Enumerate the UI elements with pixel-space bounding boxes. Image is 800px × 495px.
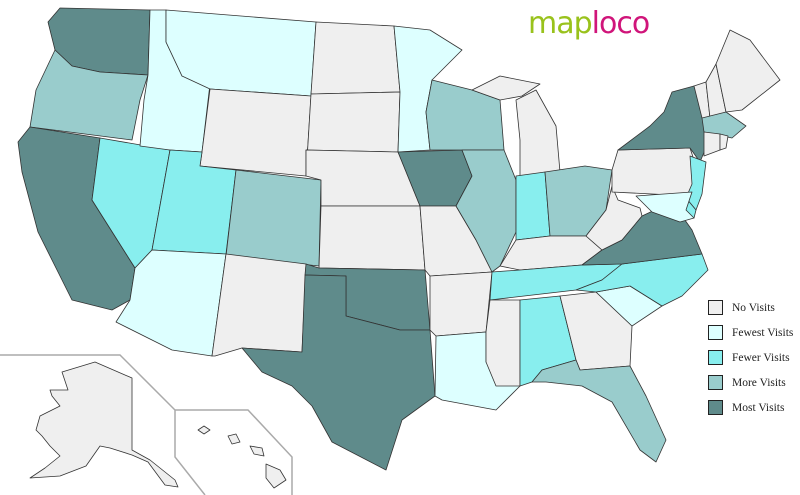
state-mi[interactable] <box>471 75 561 177</box>
legend: No Visits Fewest Visits Fewer Visits Mor… <box>708 295 793 420</box>
state-shape[interactable] <box>715 29 781 113</box>
state-shape[interactable] <box>635 191 695 223</box>
state-nd[interactable] <box>310 21 401 95</box>
state-wy[interactable] <box>199 88 312 177</box>
state-ar[interactable] <box>429 271 493 337</box>
state-shape[interactable] <box>211 253 307 357</box>
state-wv[interactable] <box>585 185 643 251</box>
state-tx[interactable] <box>241 274 436 471</box>
state-shape[interactable] <box>429 271 493 337</box>
state-shape[interactable] <box>575 253 709 307</box>
state-nm[interactable] <box>211 253 307 357</box>
state-shape[interactable] <box>611 147 701 197</box>
legend-swatch <box>708 325 723 340</box>
legend-item-fewer: Fewer Visits <box>708 345 793 370</box>
legend-item-most: Most Visits <box>708 395 793 420</box>
state-hi[interactable] <box>197 425 287 489</box>
state-shape[interactable] <box>531 359 667 463</box>
state-co[interactable] <box>225 169 322 267</box>
state-shape[interactable] <box>197 425 211 435</box>
state-shape[interactable] <box>318 205 426 271</box>
hawaii-inset-border <box>175 409 293 495</box>
state-shape[interactable] <box>29 49 149 141</box>
legend-item-more: More Visits <box>708 370 793 395</box>
state-shape[interactable] <box>227 433 241 445</box>
state-md[interactable] <box>635 191 695 223</box>
state-ri[interactable] <box>719 133 729 151</box>
state-shape[interactable] <box>471 75 541 101</box>
state-or[interactable] <box>29 49 149 141</box>
legend-swatch <box>708 400 723 415</box>
state-shape[interactable] <box>703 131 721 157</box>
state-fl[interactable] <box>531 359 667 463</box>
legend-swatch <box>708 350 723 365</box>
legend-swatch <box>708 300 723 315</box>
state-shape[interactable] <box>585 185 643 251</box>
state-shape[interactable] <box>225 169 322 267</box>
state-shape[interactable] <box>485 299 521 387</box>
state-shape[interactable] <box>515 89 561 177</box>
state-ak[interactable] <box>29 361 179 488</box>
state-shape[interactable] <box>455 149 517 273</box>
state-shape[interactable] <box>719 133 729 151</box>
legend-item-none: No Visits <box>708 295 793 320</box>
state-shape[interactable] <box>241 274 436 471</box>
state-ms[interactable] <box>485 299 521 387</box>
state-il[interactable] <box>455 149 517 273</box>
state-in[interactable] <box>515 171 551 241</box>
state-shape[interactable] <box>249 445 265 457</box>
state-shape[interactable] <box>29 361 179 488</box>
state-shape[interactable] <box>199 88 312 177</box>
state-shape[interactable] <box>310 21 401 95</box>
legend-item-fewest: Fewest Visits <box>708 320 793 345</box>
state-ma[interactable] <box>701 111 747 139</box>
state-nc[interactable] <box>575 253 709 307</box>
state-shape[interactable] <box>701 111 747 139</box>
state-ks[interactable] <box>318 205 426 271</box>
state-shape[interactable] <box>265 463 287 489</box>
state-ct[interactable] <box>703 131 721 157</box>
maploco-logo: maploco <box>528 6 650 41</box>
state-pa[interactable] <box>611 147 701 197</box>
state-me[interactable] <box>715 29 781 113</box>
state-shape[interactable] <box>515 171 551 241</box>
legend-swatch <box>708 375 723 390</box>
